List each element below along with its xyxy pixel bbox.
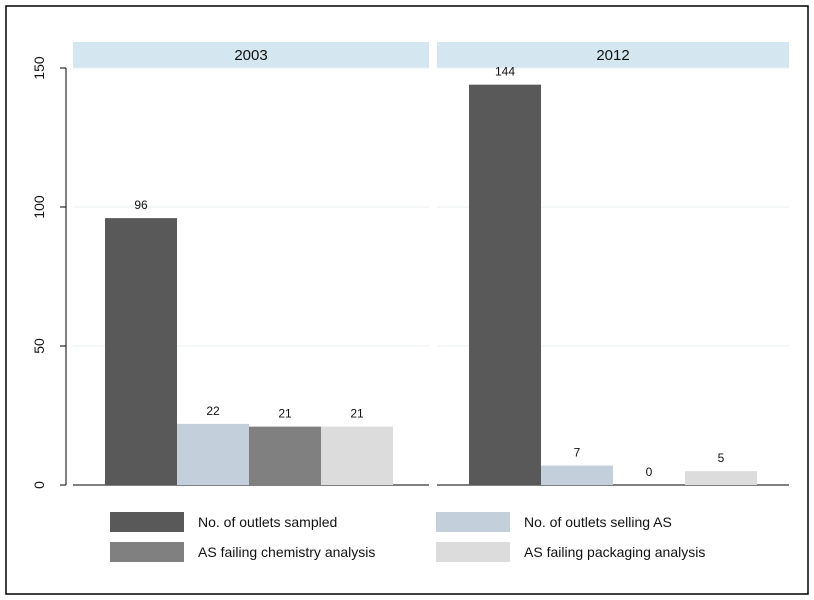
legend-label-3: AS failing packaging analysis (524, 544, 705, 560)
legend-swatch-1 (436, 512, 510, 532)
y-tick-label-0: 0 (31, 481, 47, 489)
legend-swatch-0 (110, 512, 184, 532)
bar-2003-series-1 (177, 423, 249, 485)
legend-swatch-2 (110, 542, 184, 562)
bar-label-2003-series-0: 96 (134, 198, 148, 212)
bar-label-2012-series-2: 0 (646, 465, 653, 479)
bar-label-2003-series-3: 21 (350, 407, 364, 421)
legend-swatch-3 (436, 542, 510, 562)
bar-2012-series-1 (541, 465, 613, 485)
bar-2003-series-0 (105, 218, 177, 485)
panel-header-2003 (73, 42, 429, 68)
y-tick-label-100: 100 (31, 195, 47, 219)
legend-label-2: AS failing chemistry analysis (198, 544, 375, 560)
panel-header-2012 (437, 42, 789, 68)
bar-2012-series-3 (685, 471, 757, 485)
y-tick-label-50: 50 (31, 338, 47, 354)
legend-label-0: No. of outlets sampled (198, 514, 337, 530)
panel-title-2012: 2012 (596, 47, 629, 64)
bar-label-2012-series-0: 144 (495, 65, 515, 79)
bar-2003-series-3 (321, 426, 393, 485)
bar-2003-series-2 (249, 426, 321, 485)
panel-title-2003: 2003 (234, 47, 267, 64)
bar-label-2003-series-2: 21 (278, 407, 292, 421)
bar-label-2012-series-1: 7 (574, 446, 581, 460)
bar-label-2012-series-3: 5 (718, 451, 725, 465)
bar-2012-series-0 (469, 84, 541, 486)
bar-label-2003-series-1: 22 (206, 404, 220, 418)
legend-label-1: No. of outlets selling AS (524, 514, 672, 530)
y-tick-label-150: 150 (31, 56, 47, 80)
